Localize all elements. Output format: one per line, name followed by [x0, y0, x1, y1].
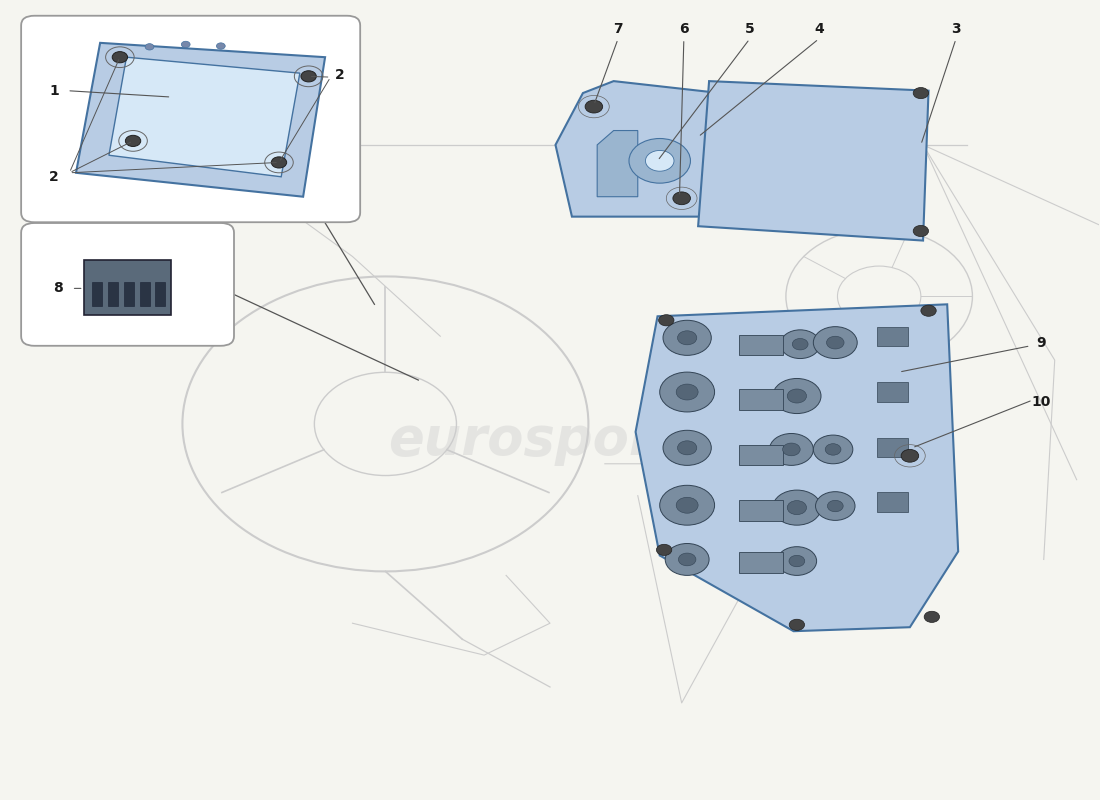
- Text: eurosports: eurosports: [388, 414, 712, 466]
- Circle shape: [921, 305, 936, 316]
- Bar: [92, 282, 102, 306]
- Circle shape: [924, 611, 939, 622]
- Bar: [739, 552, 782, 573]
- Circle shape: [629, 138, 691, 183]
- Circle shape: [673, 192, 691, 205]
- Polygon shape: [109, 57, 300, 177]
- Circle shape: [913, 226, 928, 237]
- Text: 7: 7: [613, 22, 623, 36]
- Circle shape: [182, 42, 190, 48]
- Text: 10: 10: [1032, 394, 1052, 409]
- Bar: [140, 282, 150, 306]
- Polygon shape: [597, 130, 638, 197]
- Circle shape: [815, 492, 855, 520]
- Text: 3: 3: [952, 22, 960, 36]
- Circle shape: [789, 555, 805, 566]
- Circle shape: [145, 44, 154, 50]
- Circle shape: [125, 135, 141, 146]
- Circle shape: [825, 444, 842, 455]
- Circle shape: [676, 384, 698, 400]
- Text: 8: 8: [54, 282, 64, 295]
- Circle shape: [826, 336, 844, 349]
- Bar: [108, 282, 118, 306]
- Circle shape: [788, 501, 806, 514]
- Polygon shape: [698, 81, 928, 241]
- Circle shape: [646, 150, 674, 171]
- Text: 4: 4: [814, 22, 824, 36]
- Circle shape: [772, 490, 821, 525]
- Polygon shape: [556, 81, 720, 217]
- Circle shape: [657, 544, 672, 555]
- Circle shape: [789, 619, 804, 630]
- Bar: [739, 389, 782, 410]
- Circle shape: [676, 498, 698, 514]
- Circle shape: [772, 378, 821, 414]
- Circle shape: [827, 500, 844, 512]
- Circle shape: [679, 553, 696, 566]
- Bar: [877, 438, 908, 458]
- Bar: [877, 493, 908, 512]
- Circle shape: [585, 100, 603, 113]
- Circle shape: [663, 320, 712, 355]
- Circle shape: [678, 331, 696, 345]
- Circle shape: [788, 389, 806, 403]
- Bar: [124, 282, 134, 306]
- Circle shape: [659, 314, 674, 326]
- Circle shape: [678, 441, 696, 455]
- Circle shape: [792, 338, 808, 350]
- Text: 6: 6: [679, 22, 689, 36]
- Text: 1: 1: [50, 84, 59, 98]
- Polygon shape: [76, 43, 326, 197]
- Circle shape: [813, 435, 852, 464]
- Circle shape: [660, 372, 715, 412]
- Bar: [84, 261, 172, 314]
- Circle shape: [782, 443, 800, 456]
- Circle shape: [813, 326, 857, 358]
- Circle shape: [769, 434, 813, 466]
- FancyBboxPatch shape: [21, 16, 360, 222]
- Bar: [877, 326, 908, 346]
- Bar: [739, 501, 782, 521]
- Text: 5: 5: [745, 22, 755, 36]
- Circle shape: [272, 157, 287, 168]
- Bar: [155, 282, 165, 306]
- FancyBboxPatch shape: [21, 223, 234, 346]
- Text: 2: 2: [50, 170, 59, 184]
- Circle shape: [112, 52, 128, 62]
- Bar: [739, 334, 782, 355]
- Text: 9: 9: [1036, 336, 1046, 350]
- Polygon shape: [636, 304, 958, 631]
- Text: 2: 2: [334, 68, 344, 82]
- Circle shape: [660, 486, 715, 525]
- Bar: [739, 445, 782, 466]
- Circle shape: [666, 543, 710, 575]
- Circle shape: [901, 450, 918, 462]
- Circle shape: [663, 430, 712, 466]
- Circle shape: [777, 546, 816, 575]
- Circle shape: [780, 330, 820, 358]
- Circle shape: [913, 87, 928, 98]
- Circle shape: [301, 70, 317, 82]
- Circle shape: [217, 43, 226, 50]
- Bar: [877, 382, 908, 402]
